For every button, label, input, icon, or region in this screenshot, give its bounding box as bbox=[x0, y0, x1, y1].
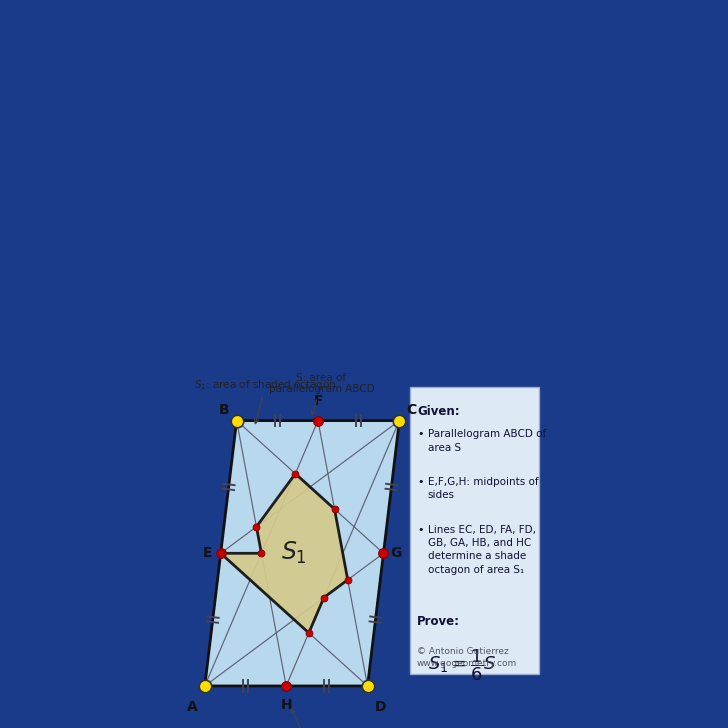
Text: H: H bbox=[280, 698, 292, 713]
Text: MIDPOINTS, OCTAGON,: MIDPOINTS, OCTAGON, bbox=[184, 153, 544, 181]
FancyBboxPatch shape bbox=[410, 387, 539, 673]
Text: PARALLELOGRAM: PARALLELOGRAM bbox=[161, 83, 567, 125]
Text: E,F,G,H midpoints: E,F,G,H midpoints bbox=[264, 709, 357, 728]
Polygon shape bbox=[205, 421, 400, 686]
Text: E,F,G,H: midpoints of
sides: E,F,G,H: midpoints of sides bbox=[427, 478, 538, 500]
Text: © Antonio Gutierrez
www.gogeometry.com: © Antonio Gutierrez www.gogeometry.com bbox=[417, 647, 518, 668]
Text: A: A bbox=[187, 700, 198, 714]
Text: E: E bbox=[202, 546, 212, 561]
Text: D: D bbox=[375, 700, 386, 714]
Text: •: • bbox=[417, 430, 424, 440]
Text: GEOMETRY PROBLEM 161: GEOMETRY PROBLEM 161 bbox=[214, 31, 514, 52]
Text: •: • bbox=[417, 525, 424, 535]
Text: WWW.GOGEOMETRY.COM: WWW.GOGEOMETRY.COM bbox=[216, 325, 512, 344]
Polygon shape bbox=[221, 474, 348, 633]
Text: G: G bbox=[390, 546, 402, 561]
Text: Lines EC, ED, FA, FD,
GB, GA, HB, and HC
determine a shade
octagon of area S₁: Lines EC, ED, FA, FD, GB, GA, HB, and HC… bbox=[427, 525, 536, 574]
Text: AREAS: AREAS bbox=[219, 220, 509, 296]
Text: $S_1$: $S_1$ bbox=[281, 540, 306, 566]
Text: Given:: Given: bbox=[417, 405, 459, 418]
Text: Prove:: Prove: bbox=[417, 615, 460, 628]
Text: S: area of
parallelogram ABCD: S: area of parallelogram ABCD bbox=[269, 373, 374, 415]
Text: •: • bbox=[417, 478, 424, 487]
Text: $S_1$: area of shaded octagon: $S_1$: area of shaded octagon bbox=[194, 378, 337, 424]
Text: $S_1 = \dfrac{1}{6}S$: $S_1 = \dfrac{1}{6}S$ bbox=[427, 647, 496, 683]
Text: B: B bbox=[219, 403, 229, 417]
Text: Parallelogram ABCD of
area S: Parallelogram ABCD of area S bbox=[427, 430, 546, 453]
Text: C: C bbox=[406, 403, 416, 417]
Text: F: F bbox=[313, 395, 323, 408]
